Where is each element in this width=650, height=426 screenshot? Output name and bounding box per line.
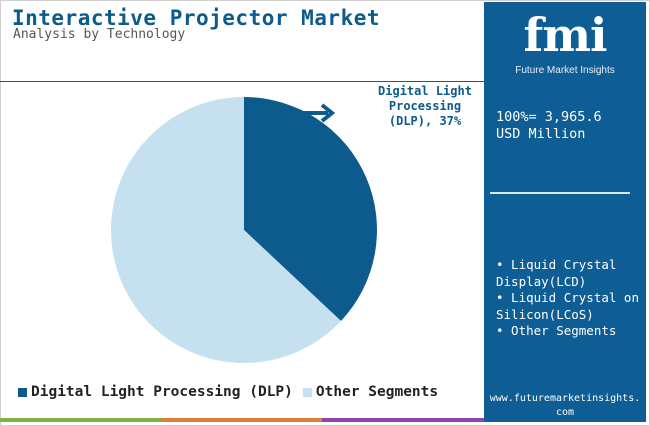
callout-line-1: Digital Light [378, 84, 472, 98]
panel-divider [490, 192, 630, 194]
info-panel: fmi Future Market Insights 100%= 3,965.6… [484, 2, 646, 422]
fmi-logo: fmi [523, 8, 608, 62]
footer-bar-purple [322, 418, 484, 422]
total-value: 100%= 3,965.6 [496, 109, 602, 125]
page-title: Interactive Projector Market [12, 6, 381, 30]
segment-list: • Liquid Crystal Display(LCD) • Liquid C… [496, 257, 644, 340]
footer-bar-green [0, 418, 161, 422]
callout-arrow-icon [302, 103, 336, 123]
callout-line-2: Processing [389, 99, 461, 113]
market-total: 100%= 3,965.6 USD Million [496, 109, 641, 143]
segment-item: • Other Segments [496, 323, 617, 338]
title-divider [0, 81, 484, 82]
logo-subtitle: Future Market Insights [515, 65, 615, 76]
pie-chart: Digital Light Processing (DLP), 37% [110, 84, 472, 363]
legend-swatch-other [302, 387, 312, 397]
chart-legend: Digital Light Processing (DLP) Other Seg… [18, 384, 448, 400]
total-unit: USD Million [496, 126, 586, 142]
legend-label-dlp: Digital Light Processing (DLP) [31, 384, 293, 400]
footer-bar-orange [161, 418, 322, 422]
website-url[interactable]: www.futuremarketinsights.com [489, 393, 641, 418]
segment-item: • Liquid Crystal Display(LCD) [496, 257, 617, 289]
callout-line-3: (DLP), 37% [389, 114, 462, 128]
page-subtitle: Analysis by Technology [13, 27, 186, 42]
pie-slice-dlp [244, 97, 377, 322]
footer-color-bars [0, 418, 484, 422]
pie-slice-other-segments [110, 97, 341, 363]
segment-item: • Liquid Crystal on Silicon(LCoS) [496, 290, 639, 322]
legend-label-other: Other Segments [315, 384, 439, 400]
pie-slices [110, 97, 377, 363]
legend-item-dlp: Digital Light Processing (DLP) [18, 384, 293, 400]
dlp-callout: Digital Light Processing (DLP), 37% [302, 84, 472, 128]
legend-swatch-dlp [18, 387, 27, 397]
legend-item-other: Other Segments [302, 384, 439, 400]
